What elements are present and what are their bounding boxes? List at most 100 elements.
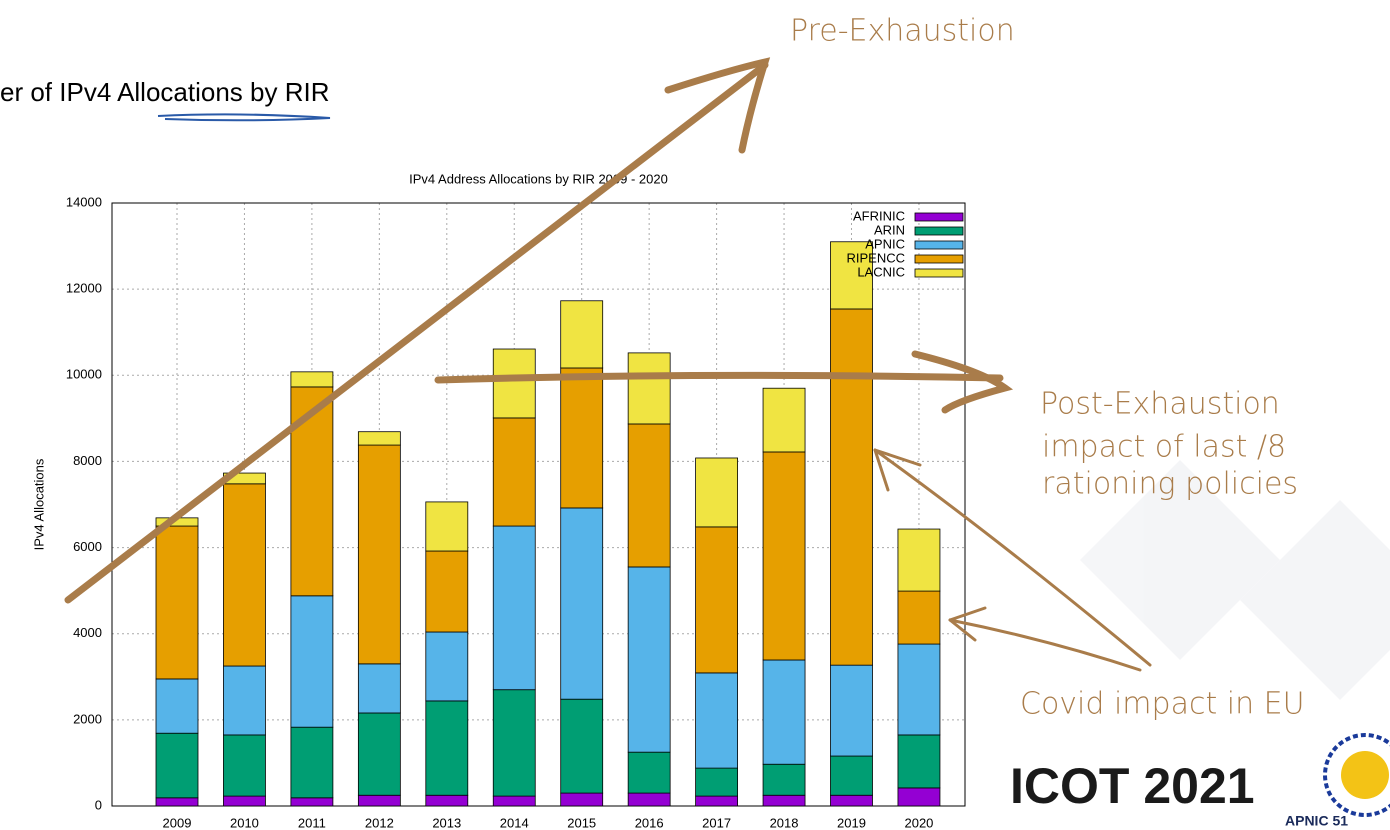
legend-label: APNIC (865, 236, 905, 251)
bar-segment (695, 672, 738, 769)
x-tick-label: 2012 (365, 815, 394, 830)
y-tick-label: 14000 (66, 194, 102, 209)
legend-swatch (914, 212, 964, 222)
bar-segment (762, 451, 806, 661)
bar-segment (357, 444, 401, 665)
bar-segment (223, 795, 266, 807)
bar-segment (897, 590, 941, 645)
legend-label: AFRINIC (853, 208, 905, 223)
bar-segment (897, 734, 941, 789)
bar-segment (425, 794, 469, 807)
bar-segment (425, 700, 469, 796)
bar-segment (223, 734, 266, 797)
bar-segment (155, 525, 199, 680)
y-axis-label: IPv4 Allocations (31, 458, 46, 550)
bar-segment (155, 732, 199, 799)
bar-segment (155, 678, 199, 734)
bar-segment (357, 431, 401, 446)
y-tick-label: 12000 (66, 281, 102, 296)
bar-segment (560, 792, 604, 807)
bar-segment (627, 792, 671, 807)
y-tick-label: 6000 (73, 539, 102, 554)
bar-segment (560, 367, 604, 509)
bar-segment (762, 659, 806, 765)
slide-title: er of IPv4 Allocations by RIR (0, 77, 329, 107)
legend-label: ARIN (874, 222, 905, 237)
bar-segment (627, 566, 671, 753)
bar-segment (560, 300, 604, 369)
y-tick-label: 10000 (66, 367, 102, 382)
chart-title: IPv4 Address Allocations by RIR 2009 - 2… (409, 171, 668, 186)
bar-segment (357, 794, 401, 807)
arrows (64, 57, 1152, 672)
y-tick-label: 8000 (73, 453, 102, 468)
chart: IPv4 Address Allocations by RIR 2009 - 2… (31, 171, 966, 830)
annotation: impact of last /8 (1042, 430, 1286, 465)
bar-segment (762, 794, 806, 807)
bar-segment (357, 663, 401, 714)
x-tick-label: 2009 (163, 815, 192, 830)
bar-segment (762, 763, 806, 796)
bar-segment (290, 371, 334, 388)
x-tick-label: 2020 (904, 815, 933, 830)
bar-segment (290, 726, 334, 799)
legend-swatch (914, 254, 964, 264)
x-tick-label: 2017 (702, 815, 731, 830)
logo: ICOT 2021 (1010, 758, 1255, 814)
bar-segment (223, 483, 266, 667)
annotation: Post-Exhaustion (1040, 387, 1280, 422)
bar-segment (492, 525, 536, 691)
bar-segment (290, 797, 334, 807)
bar-segment (830, 241, 873, 310)
bar-segment (627, 423, 671, 568)
bar-segment (492, 795, 536, 807)
bar-segment (695, 795, 738, 807)
x-tick-label: 2014 (500, 815, 529, 830)
bar-segment (290, 386, 334, 597)
bar-segment (897, 643, 941, 736)
annotation: rationing policies (1042, 467, 1298, 502)
bar-segment (155, 797, 199, 807)
legend-swatch (914, 240, 964, 250)
logo-sub: APNIC 51 (1285, 813, 1348, 829)
x-tick-label: 2019 (837, 815, 866, 830)
bar-segment (830, 308, 873, 666)
annotation: Covid impact in EU (1020, 687, 1305, 722)
y-tick-label: 0 (95, 797, 102, 812)
underline (157, 113, 331, 122)
bar-segment (560, 698, 604, 794)
bar-segment (897, 528, 941, 592)
legend-label: RIPENCC (846, 250, 905, 265)
bar-segment (492, 348, 536, 419)
y-tick-label: 2000 (73, 711, 102, 726)
bar-segment (695, 457, 738, 528)
bar-segment (492, 689, 536, 797)
legend-swatch (914, 226, 964, 236)
bar-segment (695, 526, 738, 674)
bar-segment (560, 507, 604, 700)
bar-segment (357, 712, 401, 796)
x-tick-label: 2015 (567, 815, 596, 830)
legend-swatch (914, 268, 964, 278)
bar-segment (290, 595, 334, 728)
bar-segment (897, 787, 941, 807)
bar-segment (762, 387, 806, 453)
legend-label: LACNIC (857, 264, 905, 279)
bar-segment (223, 665, 266, 736)
x-tick-label: 2010 (230, 815, 259, 830)
bar-segment (830, 664, 873, 757)
bar-segment (425, 550, 469, 633)
watermark (1080, 460, 1390, 700)
bar-segment (627, 352, 671, 425)
y-tick-label: 4000 (73, 625, 102, 640)
logo-sun (1323, 733, 1390, 817)
bar-segment (425, 501, 469, 552)
plot-frame (111, 202, 966, 807)
bar-segment (830, 755, 873, 796)
x-tick-label: 2013 (432, 815, 461, 830)
bar-segment (627, 751, 671, 794)
bar-segment (425, 631, 469, 702)
bar-segment (695, 767, 738, 797)
x-tick-label: 2011 (298, 815, 326, 830)
